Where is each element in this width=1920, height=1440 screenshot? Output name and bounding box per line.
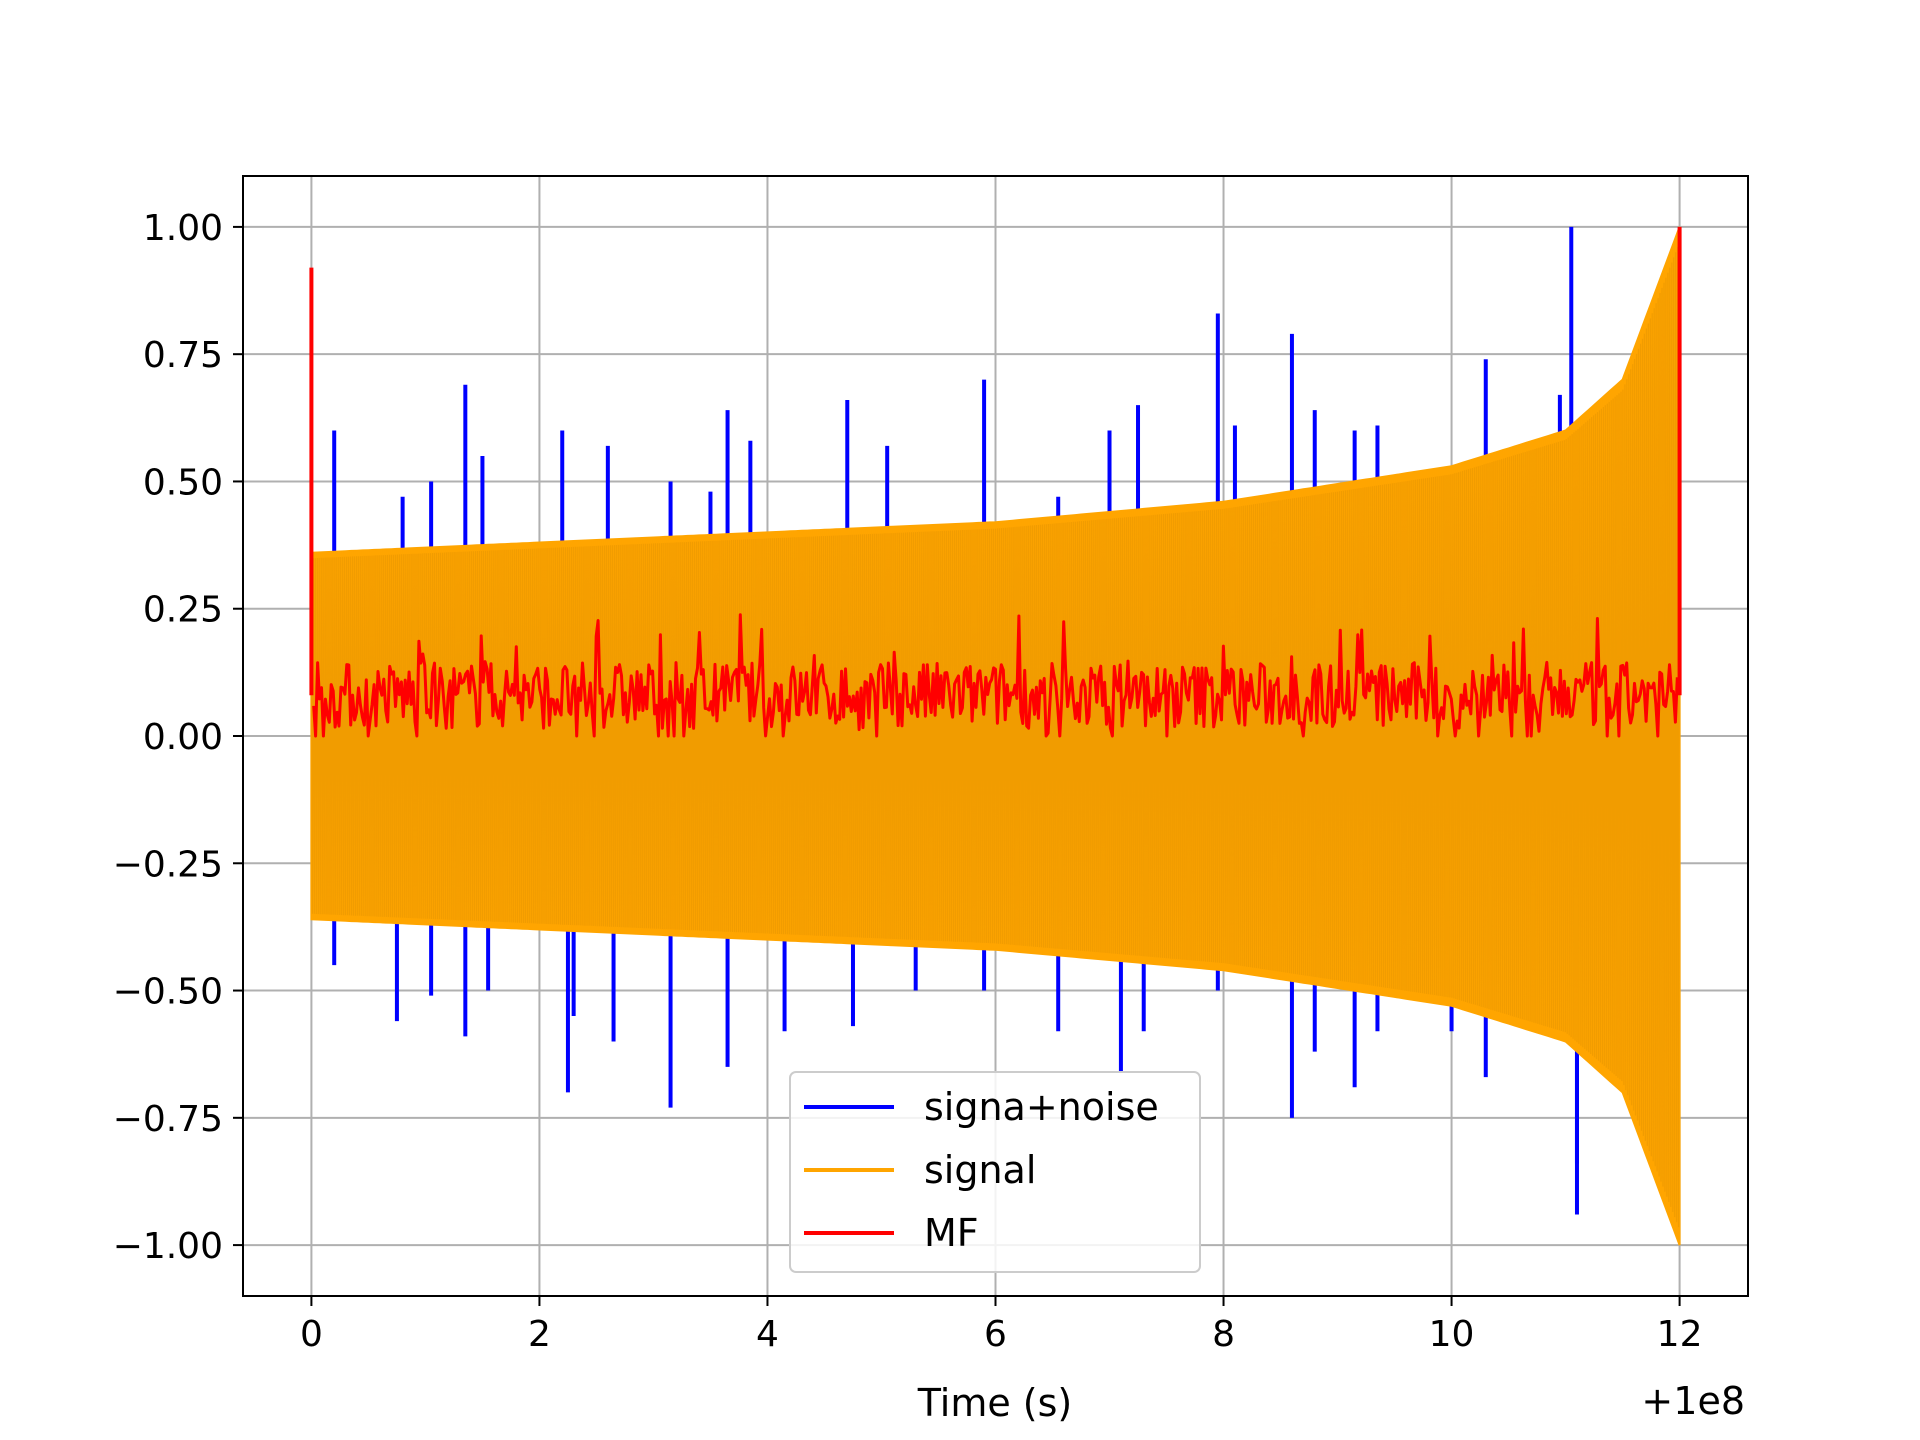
- legend: signa+noise signal MF: [789, 1071, 1201, 1273]
- signal-line: [310, 242, 1681, 1228]
- axis-ticks: 0 2 4 6 8 10 12 1.00 0.75 0.50 0.25 0.00 −0.25 −0.50 −…: [113, 208, 1703, 1355]
- y-tick-label: 0.75: [143, 335, 223, 376]
- x-tick-label: 6: [984, 1314, 1007, 1355]
- y-tick-label: −1.00: [113, 1226, 223, 1267]
- y-tick-label: −0.50: [113, 972, 223, 1013]
- y-tick-label: 1.00: [143, 208, 223, 249]
- series-mf: [309, 226, 1682, 738]
- y-tick-label: 0.00: [143, 717, 223, 758]
- plot-series: [309, 226, 1682, 1246]
- legend-box: [789, 1071, 1201, 1273]
- x-tick-label: 12: [1657, 1314, 1703, 1355]
- x-tick-label: 10: [1429, 1314, 1475, 1355]
- mf-line: [312, 613, 1679, 738]
- legend-label-signal: signal: [924, 1148, 1036, 1192]
- y-tick-label: −0.75: [113, 1099, 223, 1140]
- x-tick-label: 0: [300, 1314, 323, 1355]
- y-tick-label: −0.25: [113, 844, 223, 885]
- x-tick-label: 4: [756, 1314, 779, 1355]
- y-tick-label: 0.25: [143, 590, 223, 631]
- x-axis-label: Time (s): [917, 1381, 1073, 1425]
- x-offset-label: +1e8: [1641, 1379, 1745, 1423]
- x-tick-label: 8: [1212, 1314, 1235, 1355]
- series-signal: [310, 226, 1681, 1246]
- x-tick-label: 2: [528, 1314, 551, 1355]
- legend-label-mf: MF: [924, 1211, 979, 1255]
- y-tick-label: 0.50: [143, 462, 223, 503]
- legend-label-signal-noise: signa+noise: [924, 1085, 1159, 1129]
